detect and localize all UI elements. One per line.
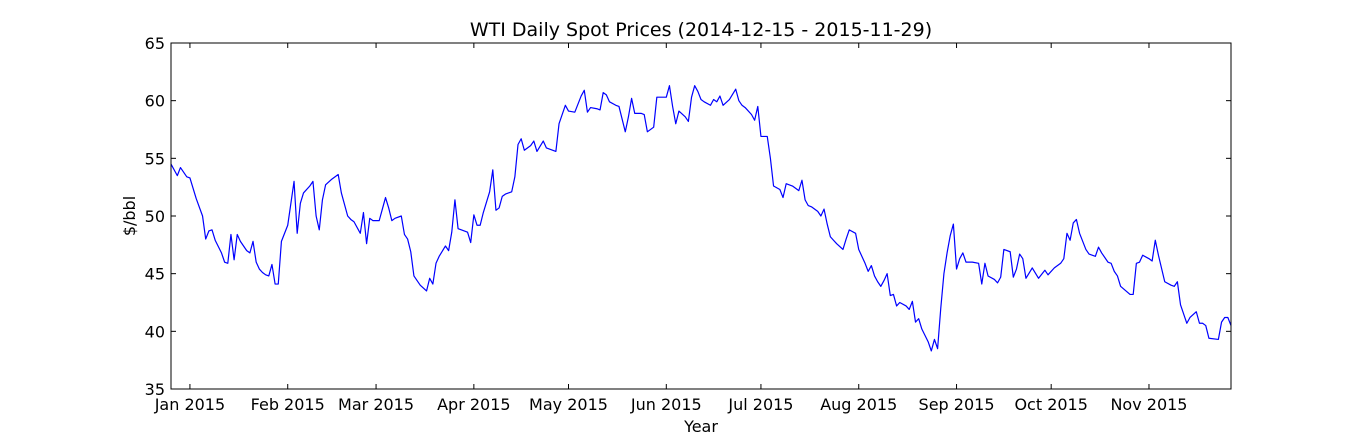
y-tick-label: 45 xyxy=(145,265,165,284)
y-axis-label: $/bbl xyxy=(120,196,139,236)
x-tick-label: Mar 2015 xyxy=(338,395,414,414)
plot-frame xyxy=(170,42,1232,390)
x-tick-label: Apr 2015 xyxy=(437,395,510,414)
x-tick-label: Jul 2015 xyxy=(727,395,793,414)
x-tick-label: Nov 2015 xyxy=(1110,395,1187,414)
y-tick-label: 50 xyxy=(145,207,165,226)
x-tick-label: Oct 2015 xyxy=(1014,395,1087,414)
y-tick-label: 40 xyxy=(145,322,165,341)
x-tick-label: May 2015 xyxy=(529,395,608,414)
x-axis-label: Year xyxy=(683,417,718,432)
x-tick-label: Aug 2015 xyxy=(820,395,897,414)
x-tick-label: Jun 2015 xyxy=(630,395,702,414)
chart-title: WTI Daily Spot Prices (2014-12-15 - 2015… xyxy=(470,19,932,41)
y-tick-label: 55 xyxy=(145,149,165,168)
x-tick-label: Sep 2015 xyxy=(919,395,995,414)
x-tick-label: Feb 2015 xyxy=(251,395,325,414)
y-tick-label: 60 xyxy=(145,92,165,111)
y-tick-label: 35 xyxy=(145,380,165,399)
price-line xyxy=(170,85,1232,352)
x-tick-label: Jan 2015 xyxy=(154,395,225,414)
y-tick-label: 65 xyxy=(145,34,165,53)
